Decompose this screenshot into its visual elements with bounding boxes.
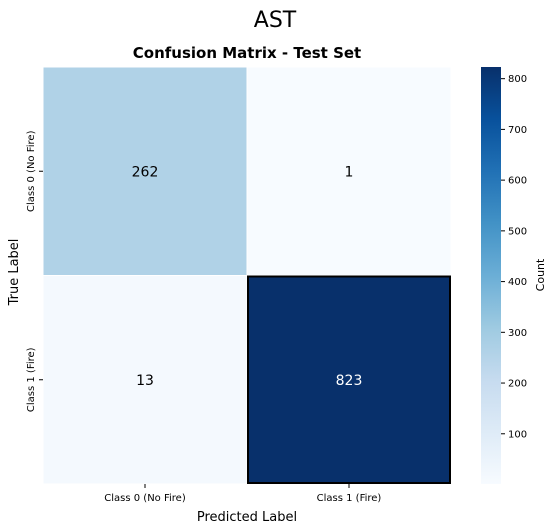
colorbar-tick-label: 100	[508, 429, 527, 440]
colorbar-tick-label: 400	[508, 277, 527, 288]
heatmap-cell	[42, 66, 248, 276]
colorbar-tick-label: 700	[508, 125, 527, 136]
y-axis-ticks: Class 0 (No Fire) Class 1 (Fire)	[26, 130, 43, 412]
cell-value-label: 13	[136, 373, 154, 389]
colorbar-tick-label: 500	[508, 226, 527, 237]
x-tick-label: Class 1 (Fire)	[317, 493, 382, 504]
y-tick-label: Class 1 (Fire)	[26, 347, 37, 412]
chart-title: Confusion Matrix - Test Set	[133, 44, 361, 62]
colorbar-tick-label: 600	[508, 176, 527, 187]
colorbar-ticks: 100 200 300 400 500 600 700 800	[501, 74, 527, 440]
colorbar-tick-label: 200	[508, 379, 527, 390]
heatmap-cell	[246, 66, 452, 276]
colorbar: 100 200 300 400 500 600 700 800 Count	[481, 67, 547, 484]
y-tick-label: Class 0 (No Fire)	[26, 130, 37, 212]
colorbar-gradient	[481, 67, 501, 484]
figure-suptitle: AST	[254, 8, 297, 33]
x-axis-label: Predicted Label	[197, 510, 297, 525]
x-axis-ticks: Class 0 (No Fire) Class 1 (Fire)	[104, 484, 381, 504]
heatmap-cell	[246, 275, 452, 485]
highlighted-cell-border	[247, 275, 451, 484]
heatmap-cell-labels: 262 1 13 823	[132, 164, 363, 389]
cell-value-label: 823	[336, 373, 363, 389]
y-axis-label: True Label	[7, 239, 22, 307]
colorbar-tick-label: 300	[508, 328, 527, 339]
cell-value-label: 1	[345, 164, 354, 180]
cell-value-label: 262	[132, 164, 159, 180]
colorbar-label: Count	[534, 258, 547, 291]
colorbar-tick-label: 800	[508, 74, 527, 85]
x-tick-label: Class 0 (No Fire)	[104, 493, 186, 504]
heatmap-cells	[42, 66, 452, 485]
heatmap-cell	[42, 275, 248, 485]
